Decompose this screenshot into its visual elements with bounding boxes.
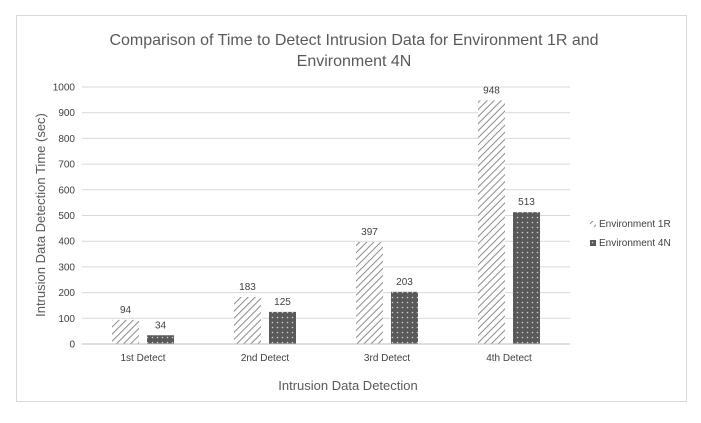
bar-env-1r [234,296,261,344]
bar-env-4n [269,311,296,344]
legend-label: Environment 4N [599,238,671,249]
x-tick-label: 4th Detect [486,353,532,364]
legend-swatch [590,221,596,227]
y-tick-label: 1000 [53,83,76,94]
chart-title-line2: Environment 4N [297,53,412,70]
data-label: 513 [518,197,535,208]
y-tick-label: 300 [58,262,75,273]
y-axis-tick-labels: 0 100 200 300 400 500 600 700 800 900 1000 [53,83,76,351]
chart-title-line1: Comparison of Time to Detect Intrusion D… [109,32,598,49]
bar-env-1r [112,319,139,344]
data-label: 183 [239,282,256,293]
bars [112,100,540,344]
data-label: 125 [274,297,291,308]
y-tick-label: 700 [58,160,75,171]
y-tick-label: 0 [69,340,75,351]
bar-env-4n [391,291,418,344]
data-label: 948 [483,85,500,96]
bar-env-4n [147,335,174,344]
y-tick-label: 900 [58,108,75,119]
data-labels: 94 34 183 125 397 203 948 513 [120,85,535,331]
data-label: 397 [361,227,378,238]
x-axis-tick-labels: 1st Detect 2nd Detect 3rd Detect 4th Detect [120,353,532,364]
y-tick-label: 800 [58,134,75,145]
data-label: 94 [120,305,132,316]
bar-env-4n [513,212,540,344]
data-label: 203 [396,277,413,288]
y-tick-label: 200 [58,288,75,299]
y-tick-label: 400 [58,237,75,248]
bar-env-1r [356,241,383,344]
y-tick-label: 600 [58,185,75,196]
y-tick-label: 500 [58,211,75,222]
y-tick-label: 100 [58,314,75,325]
legend-swatch [590,240,596,246]
bar-env-1r [478,100,505,344]
legend-label: Environment 1R [599,219,671,230]
legend: Environment 1R Environment 4N [590,219,671,249]
data-label: 34 [155,320,167,331]
x-axis-title: Intrusion Data Detection [278,378,417,393]
x-tick-label: 3rd Detect [364,353,410,364]
x-tick-label: 2nd Detect [241,353,290,364]
y-axis-title: Intrusion Data Detection Time (sec) [33,113,48,317]
x-tick-label: 1st Detect [120,353,165,364]
